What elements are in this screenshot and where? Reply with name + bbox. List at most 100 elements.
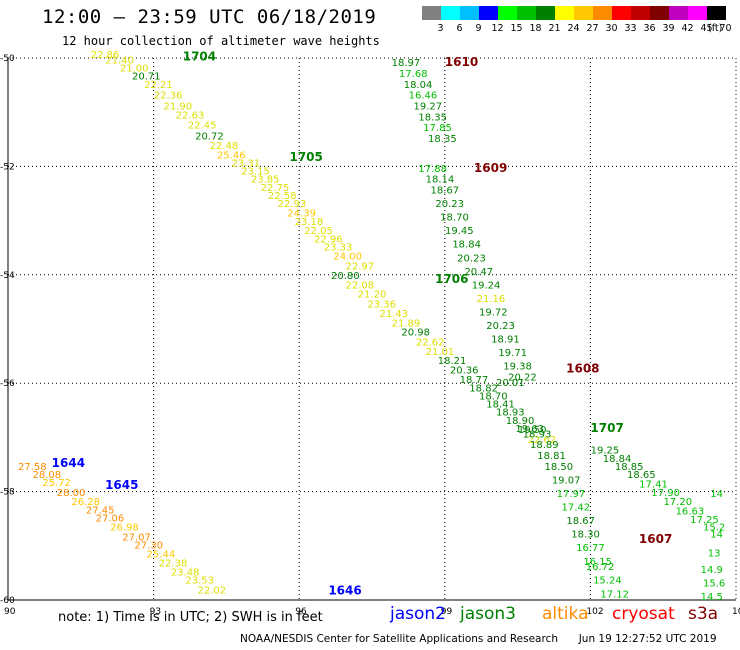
wave-height-value: 19.50 bbox=[518, 425, 547, 436]
wave-height-value: 19.71 bbox=[498, 348, 527, 359]
wave-height-value: 20.47 bbox=[464, 267, 493, 278]
wave-height-value: 22.05 bbox=[304, 226, 333, 237]
latitude-tick-label: -60 bbox=[0, 596, 15, 606]
wave-height-value: 18.90 bbox=[506, 416, 535, 427]
wave-height-value: 15.24 bbox=[593, 576, 622, 587]
wave-height-value: 18.67 bbox=[566, 516, 595, 527]
color-scale-label: 27 bbox=[586, 23, 599, 34]
wave-height-value: 22.63 bbox=[176, 111, 205, 122]
wave-height-value: 21.20 bbox=[358, 290, 387, 301]
color-scale-label: 3 bbox=[437, 23, 444, 34]
wave-height-value: 18.50 bbox=[545, 462, 574, 473]
wave-height-value: 20.23 bbox=[435, 199, 464, 210]
latitude-tick-label: -58 bbox=[0, 488, 15, 498]
wave-height-value: 18.70 bbox=[479, 391, 508, 402]
color-scale-swatch bbox=[422, 6, 441, 20]
color-scale-label: 6 bbox=[456, 23, 463, 34]
wave-height-value: 22.62 bbox=[416, 337, 445, 348]
satellite-legend-jason2: jason2 bbox=[390, 604, 446, 624]
wave-height-value: 21.16 bbox=[477, 294, 506, 305]
wave-height-value: 20.80 bbox=[331, 271, 360, 282]
wave-height-value: 20.23 bbox=[457, 253, 486, 264]
wave-height-value: 21.40 bbox=[105, 55, 134, 66]
color-scale-label: 36 bbox=[643, 23, 656, 34]
pass-tag: 1609 bbox=[474, 161, 507, 175]
wave-height-value: 19.27 bbox=[413, 101, 442, 112]
wave-height-value: 18.35 bbox=[428, 134, 457, 145]
color-scale-unit: (ft) bbox=[708, 23, 723, 34]
wave-height-value: 25.44 bbox=[147, 550, 176, 561]
wave-height-value: 17.85 bbox=[423, 123, 452, 134]
pass-tag: 1645 bbox=[105, 478, 138, 492]
wave-height-value: 17.20 bbox=[663, 497, 692, 508]
wave-height-value: 18.81 bbox=[537, 451, 566, 462]
wave-height-value: 18.77 bbox=[460, 375, 489, 386]
wave-height-value: 22.45 bbox=[188, 120, 217, 131]
wave-height-value: 19.38 bbox=[503, 362, 532, 373]
footnote: note: 1) Time is in UTC; 2) SWH is in fe… bbox=[58, 610, 323, 625]
wave-height-value: 23.48 bbox=[171, 568, 200, 579]
chart-title: 12:00 – 23:59 UTC 06/18/2019 bbox=[42, 6, 377, 28]
wave-height-value: 22.96 bbox=[314, 234, 343, 245]
wave-height-value: 18.65 bbox=[627, 470, 656, 481]
pass-tag: 1704 bbox=[183, 50, 216, 64]
wave-height-value: 23.15 bbox=[241, 167, 270, 178]
wave-height-value: 17.41 bbox=[639, 479, 668, 490]
wave-height-value: 18.41 bbox=[486, 400, 515, 411]
wave-height-value: 22.08 bbox=[346, 280, 375, 291]
wave-height-value: 17.68 bbox=[399, 69, 428, 80]
wave-height-value: 25.46 bbox=[217, 150, 246, 161]
color-scale-swatch bbox=[650, 6, 669, 20]
color-scale-swatch bbox=[593, 6, 612, 20]
wave-height-value: 15.2 bbox=[703, 523, 725, 534]
wave-height-value: 20.71 bbox=[132, 72, 161, 83]
wave-height-value: 22.97 bbox=[346, 261, 375, 272]
wave-height-value: 19.45 bbox=[445, 226, 474, 237]
wave-height-value: 23.31 bbox=[231, 158, 260, 169]
color-scale-label: 33 bbox=[624, 23, 637, 34]
wave-height-value: 19.07 bbox=[552, 475, 581, 486]
color-scale-label: 30 bbox=[605, 23, 618, 34]
wave-height-value: 20.22 bbox=[508, 372, 537, 383]
wave-height-value: 16.77 bbox=[576, 543, 605, 554]
credit-text: NOAA/NESDIS Center for Satellite Applica… bbox=[240, 633, 558, 645]
color-scale-swatch bbox=[460, 6, 479, 20]
map-axes: 90 93 96 99 102 105 -50 -52 -54 -56 -58 -60 bbox=[0, 54, 740, 617]
wave-height-value: 13 bbox=[708, 549, 721, 560]
color-scale-label: 39 bbox=[662, 23, 675, 34]
latitude-tick-label: -50 bbox=[0, 54, 15, 64]
wave-height-value: 19.63 bbox=[515, 424, 544, 435]
color-scale-swatch bbox=[536, 6, 555, 20]
wave-height-value: 15.6 bbox=[703, 578, 725, 589]
satellite-legend-altika: altika bbox=[542, 604, 589, 624]
wave-height-value: 20.36 bbox=[450, 365, 479, 376]
pass-tag: 1706 bbox=[435, 272, 468, 286]
credit-line: NOAA/NESDIS Center for Satellite Applica… bbox=[240, 633, 717, 645]
wave-height-value: 17.12 bbox=[600, 589, 629, 600]
satellite-legend-s3a: s3a bbox=[688, 604, 719, 624]
timestamp-text: Jun 19 12:27:52 UTC 2019 bbox=[578, 633, 717, 645]
wave-height-value: 23.36 bbox=[367, 299, 396, 310]
wave-height-value: 18.91 bbox=[491, 335, 520, 346]
wave-height-value: 14 bbox=[710, 489, 723, 500]
satellite-legend-jason3: jason3 bbox=[460, 604, 516, 624]
wave-height-value: 22.21 bbox=[144, 80, 173, 91]
wave-height-value: 21.01 bbox=[426, 347, 455, 358]
color-scale-label: 24 bbox=[567, 23, 580, 34]
wave-height-value: 22.48 bbox=[210, 141, 239, 152]
wave-height-value: 23.53 bbox=[185, 576, 214, 587]
wave-height-value: 25.72 bbox=[42, 478, 71, 489]
wave-height-value: 22.58 bbox=[268, 191, 297, 202]
color-scale-swatch bbox=[688, 6, 707, 20]
color-scale-swatch bbox=[555, 6, 574, 20]
wave-height-value: 18.14 bbox=[426, 175, 455, 186]
satellite-legend-cryosat: cryosat bbox=[612, 604, 675, 624]
wave-height-value: 27.30 bbox=[134, 541, 163, 552]
longitude-tick-label: 96 bbox=[295, 607, 307, 617]
color-scale-label: 70 bbox=[719, 23, 732, 34]
pass-tag: 1607 bbox=[639, 532, 672, 546]
wave-height-value: 18.82 bbox=[469, 383, 498, 394]
wave-height-value: 18.84 bbox=[603, 454, 632, 465]
altimeter-track: 19.2518.8418.8518.6517.4117.9017.2016.63… bbox=[591, 446, 726, 534]
wave-height-value: 22.86 bbox=[91, 50, 120, 61]
